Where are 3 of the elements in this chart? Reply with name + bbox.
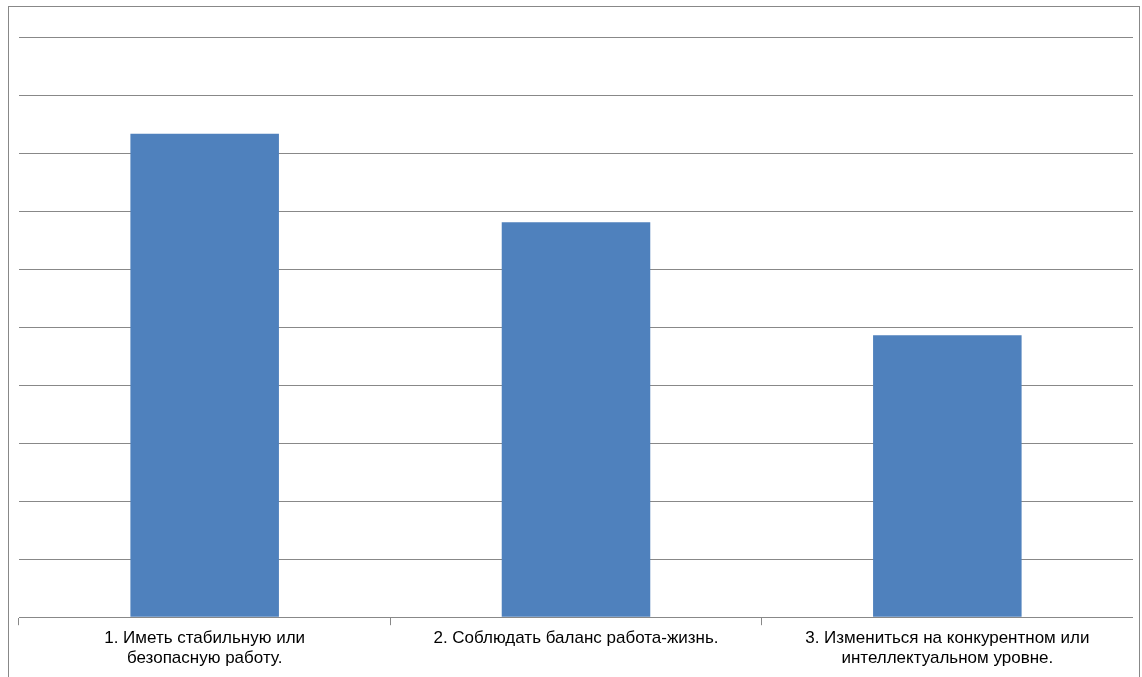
x-tick-label: 3. Измениться на конкурентном или интеллектуальном уровне. — [805, 628, 1090, 668]
x-tick-label: 1. Иметь стабильную или безопасную работу. — [104, 628, 306, 668]
x-tick-label: 2. Соблюдать баланс работа-жизнь. — [433, 628, 719, 648]
